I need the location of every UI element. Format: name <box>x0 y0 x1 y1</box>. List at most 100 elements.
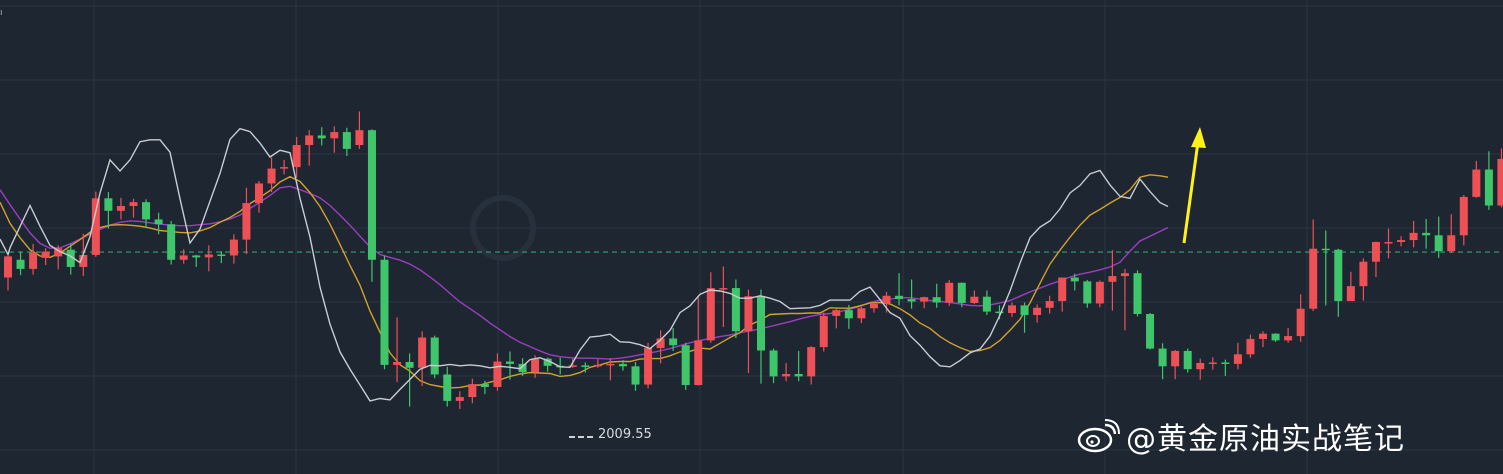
candle-body <box>882 295 891 304</box>
candle-body <box>1008 305 1016 314</box>
candle-body <box>706 288 715 341</box>
corner-tick-mark: ı <box>0 8 3 18</box>
candle-body <box>217 254 226 256</box>
candle-body <box>142 202 151 220</box>
candle-body <box>932 297 941 303</box>
candle-body <box>167 224 176 260</box>
candle-body <box>819 315 828 348</box>
candle-body <box>405 362 414 368</box>
candle-body <box>656 338 665 349</box>
candle-body <box>593 364 602 367</box>
candle-body <box>543 358 552 366</box>
candle-body <box>116 206 125 211</box>
candle-body <box>719 288 728 290</box>
candle-body <box>957 282 966 303</box>
candle-body <box>568 365 577 367</box>
candle-body <box>1359 261 1368 287</box>
candle-body <box>1083 281 1092 304</box>
candle-body <box>79 254 88 267</box>
candle-body <box>1045 301 1054 308</box>
candle-body <box>1296 308 1305 337</box>
candle-body <box>807 347 816 377</box>
candle-body <box>844 310 853 319</box>
candle-body <box>832 310 841 316</box>
candle-body <box>1271 333 1280 341</box>
candle-body <box>305 135 314 146</box>
candle-body <box>744 296 753 332</box>
candle-body <box>1497 158 1503 206</box>
weibo-handle: @黄金原油实战笔记 <box>1126 422 1405 457</box>
weibo-watermark: @黄金原油实战笔记 <box>1076 414 1405 458</box>
candle-body <box>54 248 63 257</box>
candle-body <box>731 288 740 332</box>
candle-body <box>242 203 251 240</box>
candle-body <box>66 249 75 267</box>
candle-body <box>267 168 276 184</box>
candle-body <box>41 251 50 258</box>
candle-body <box>204 254 213 258</box>
low-price-label: 2009.55 <box>598 427 652 442</box>
candle-body <box>757 296 765 351</box>
candle-body <box>330 132 339 139</box>
low-marker-dash <box>569 436 593 438</box>
candle-body <box>982 296 991 312</box>
candle-body <box>995 311 1004 314</box>
candle-body <box>380 259 389 365</box>
candle-body <box>1171 350 1180 367</box>
candle-body <box>1384 242 1393 244</box>
ma-fast-line <box>0 127 1169 402</box>
candle-body <box>393 362 402 365</box>
candle-body <box>506 361 514 364</box>
candle-body <box>367 130 376 260</box>
candle-body <box>418 337 427 368</box>
candle-body <box>468 384 477 398</box>
candle-body <box>1334 249 1343 302</box>
candle-body <box>179 255 188 260</box>
candle-body <box>1447 235 1456 252</box>
candle-body <box>342 132 351 149</box>
candle-body <box>907 299 916 302</box>
candle-body <box>857 308 866 319</box>
candle-body <box>518 363 527 373</box>
candle-body <box>1070 277 1079 282</box>
candle-body <box>1020 305 1029 315</box>
candle-body <box>29 252 38 269</box>
candle-body <box>255 183 263 204</box>
candle-body <box>606 363 615 366</box>
candle-body <box>644 348 653 385</box>
candle-body <box>1346 286 1355 302</box>
candle-body <box>1459 196 1468 236</box>
candle-body <box>694 340 703 386</box>
candle-body <box>970 296 979 303</box>
ma-slow-line <box>0 185 1169 360</box>
candle-body <box>480 384 489 387</box>
candle-body <box>430 337 439 375</box>
candle-body <box>794 374 803 377</box>
candle-body <box>1371 242 1380 262</box>
candle-body <box>1095 281 1104 304</box>
candle-body <box>1208 362 1217 364</box>
candle-body <box>1108 276 1117 282</box>
candle-body <box>1309 248 1318 309</box>
up-arrow-shaft <box>1182 141 1200 244</box>
candle-body <box>669 338 678 346</box>
candle-body <box>129 202 138 206</box>
candle-body <box>1183 350 1192 370</box>
candle-body <box>355 130 364 146</box>
candle-body <box>317 135 326 139</box>
candle-body <box>769 350 778 377</box>
candle-body <box>4 256 12 278</box>
candle-body <box>104 198 113 211</box>
candle-body <box>154 219 163 225</box>
candle-body <box>1259 333 1267 339</box>
candle-body <box>1284 336 1293 341</box>
candle-body <box>1246 338 1255 355</box>
candle-body <box>1033 307 1042 315</box>
candle-body <box>920 297 929 302</box>
up-arrow-head-icon <box>1191 127 1206 148</box>
candle-body <box>91 198 100 255</box>
candle-body <box>945 282 954 303</box>
candle-body <box>1058 277 1067 302</box>
candle-body <box>280 167 289 169</box>
